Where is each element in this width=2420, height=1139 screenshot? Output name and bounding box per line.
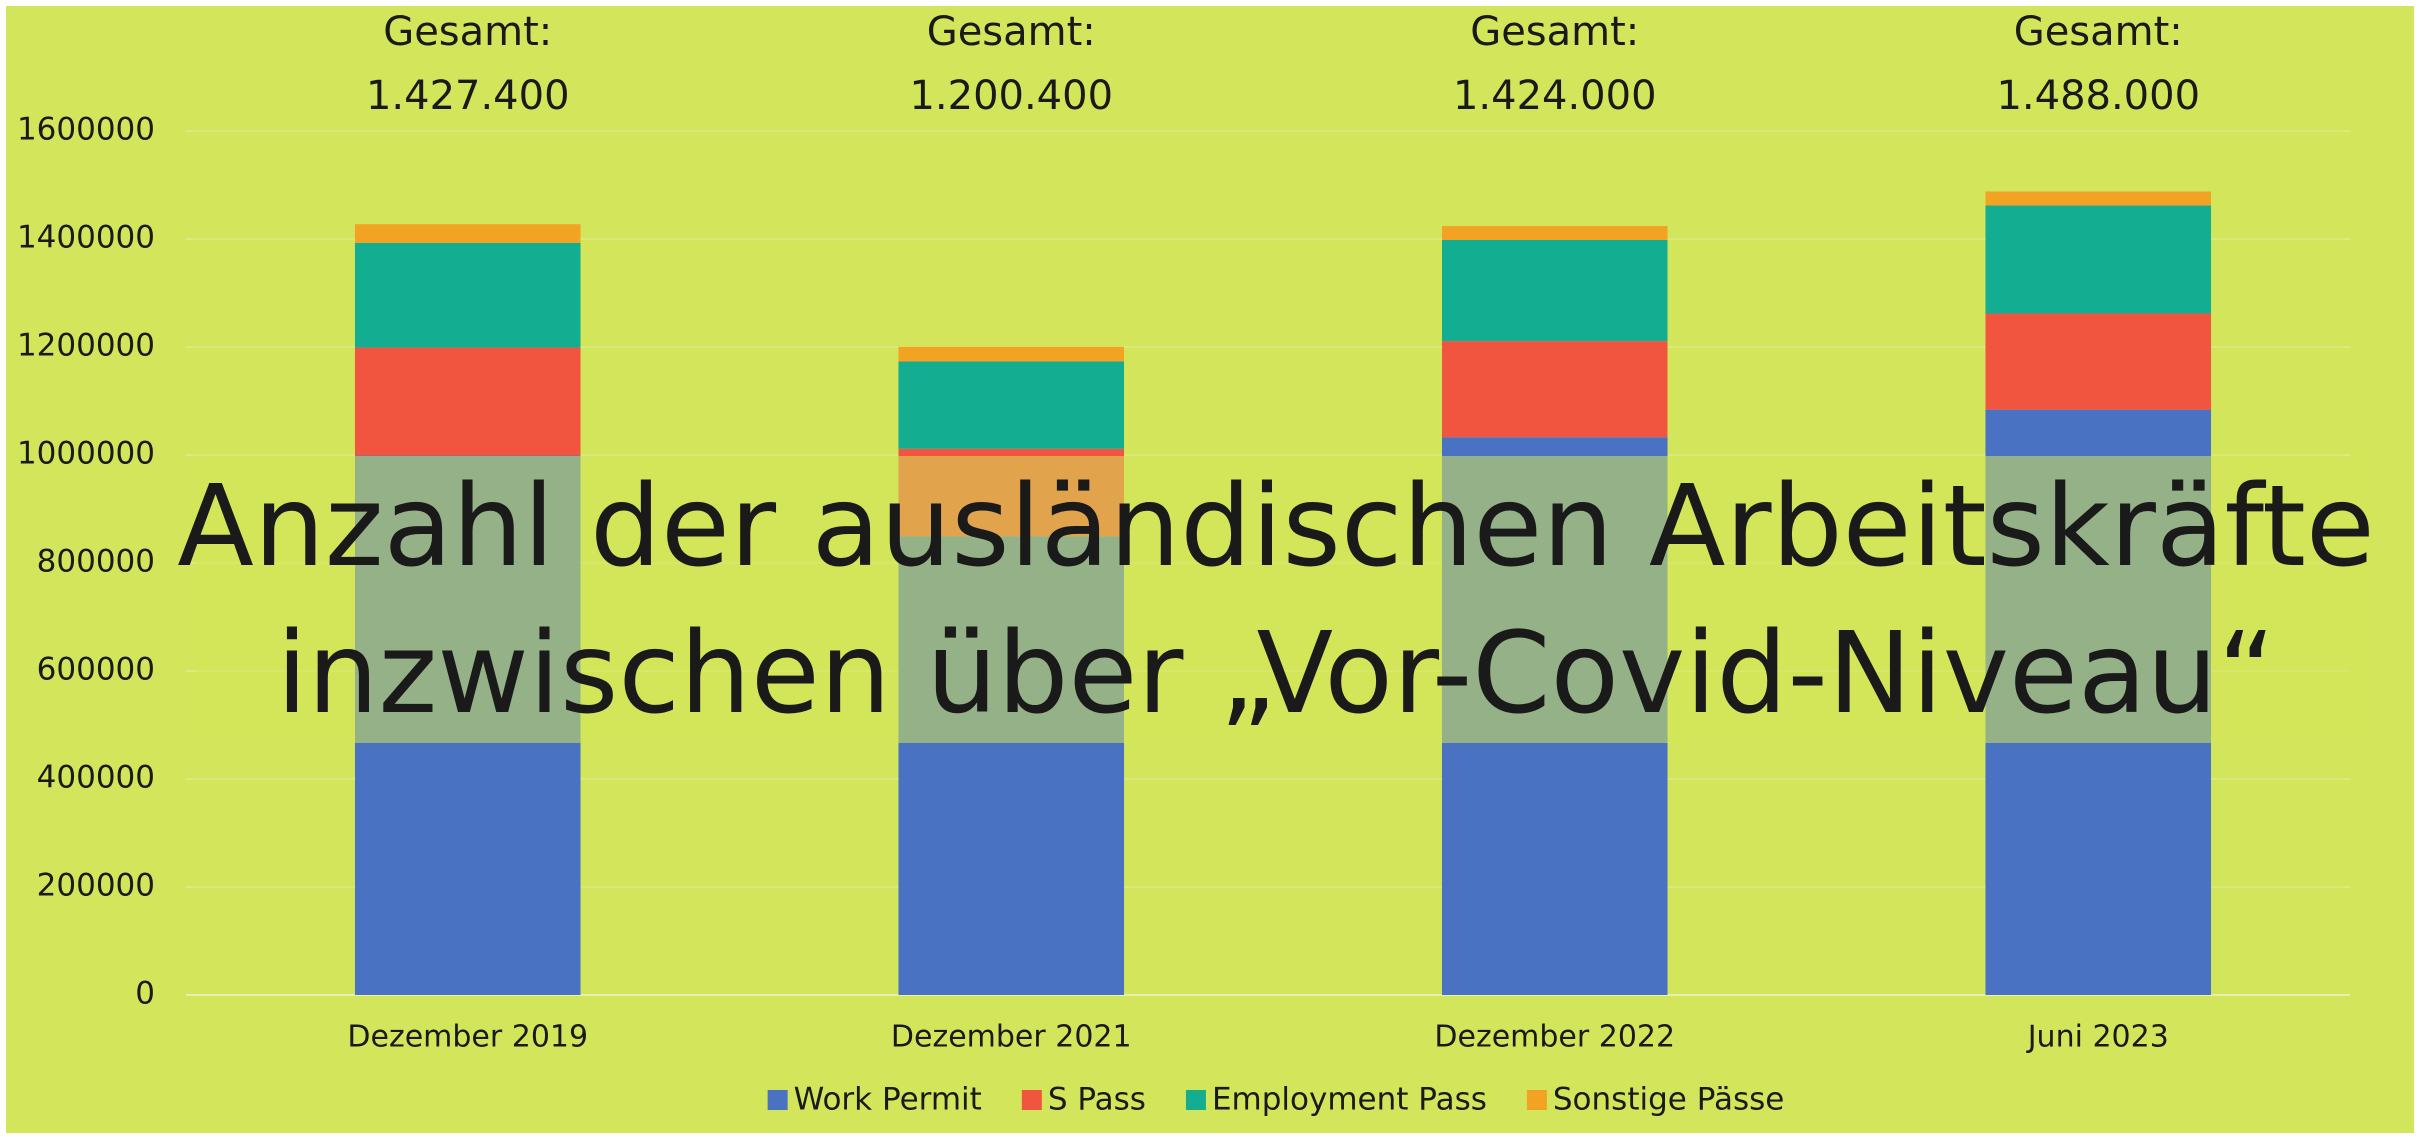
- bar-segment: [1985, 205, 2212, 314]
- bar-segment: [354, 347, 581, 456]
- y-tick-label: 0: [135, 976, 155, 1012]
- legend-label: Employment Pass: [1212, 1082, 1487, 1118]
- x-tick-label: Dezember 2019: [347, 1020, 588, 1055]
- chart-title: inzwischen über „Vor-Covid-Niveau“: [276, 609, 2275, 739]
- legend-label: Sonstige Pässe: [1553, 1082, 1785, 1118]
- chart-title: Anzahl der ausländischen Arbeitskräfte: [177, 462, 2375, 592]
- bar-segment: [354, 224, 581, 243]
- total-caption: Gesamt:: [927, 9, 1096, 55]
- legend-swatch: [1185, 1090, 1206, 1110]
- x-tick-label: Dezember 2021: [891, 1020, 1132, 1055]
- legend-label: Work Permit: [794, 1082, 982, 1118]
- bar-segment: [1441, 226, 1668, 240]
- bar-segment: [354, 242, 581, 348]
- total-label: 1.200.400: [909, 73, 1113, 119]
- total-caption: Gesamt:: [2014, 9, 2183, 55]
- y-tick-label: 1600000: [17, 112, 155, 148]
- total-label: 1.427.400: [366, 73, 570, 119]
- legend-swatch: [767, 1090, 788, 1110]
- y-tick-label: 600000: [37, 652, 155, 688]
- bar-segment: [1441, 239, 1668, 342]
- bar-segment: [1985, 313, 2212, 410]
- bar-segment: [898, 346, 1125, 362]
- bar-segment: [1985, 191, 2212, 206]
- legend-swatch: [1526, 1090, 1547, 1110]
- total-label: 1.488.000: [1996, 73, 2200, 119]
- bar-segment: [898, 361, 1125, 449]
- total-label: 1.424.000: [1453, 73, 1657, 119]
- title-backdrop: [196, 456, 2370, 743]
- y-tick-label: 200000: [37, 868, 155, 904]
- y-tick-label: 800000: [37, 544, 155, 580]
- y-tick-label: 400000: [37, 760, 155, 796]
- x-tick-label: Dezember 2022: [1434, 1020, 1675, 1055]
- bar-segment: [1441, 341, 1668, 438]
- total-caption: Gesamt:: [383, 9, 552, 55]
- x-tick-label: Juni 2023: [2026, 1020, 2169, 1055]
- legend-swatch: [1021, 1090, 1042, 1110]
- y-tick-label: 1000000: [17, 436, 155, 472]
- total-caption: Gesamt:: [1470, 9, 1639, 55]
- y-tick-label: 1400000: [17, 220, 155, 256]
- y-tick-label: 1200000: [17, 328, 155, 364]
- legend-label: S Pass: [1048, 1082, 1146, 1118]
